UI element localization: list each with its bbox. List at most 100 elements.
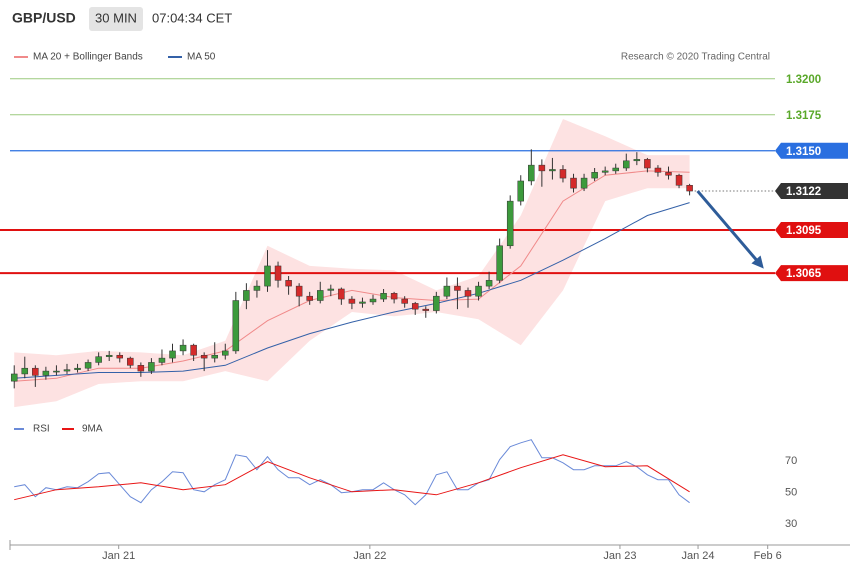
candle-body (211, 354, 218, 359)
indicator-line (14, 454, 690, 501)
x-tick-label: Jan 21 (102, 550, 135, 562)
candle-body (42, 370, 50, 376)
candle-body (623, 160, 630, 169)
candle-body (686, 185, 693, 192)
candle-body (485, 280, 493, 287)
candle-body (179, 344, 187, 352)
candle-body (665, 172, 672, 176)
legend-label: 9MA (82, 424, 103, 435)
candle-body (601, 170, 609, 173)
candle-body (158, 357, 166, 363)
candle-body (253, 285, 261, 291)
candle-body (559, 169, 567, 179)
candle-body (612, 167, 619, 172)
indicator-line (14, 439, 690, 506)
candle-body (433, 295, 440, 311)
candle-body (21, 367, 29, 375)
candle-body (454, 285, 461, 291)
candle-body (74, 367, 81, 370)
level-badge (775, 221, 848, 238)
candle-body (549, 169, 556, 172)
candle-body (464, 290, 472, 297)
candle-body (591, 172, 598, 179)
level-label: 1.3200 (786, 74, 821, 86)
level-badge (775, 183, 848, 200)
x-tick-label: Feb 6 (754, 550, 782, 562)
candle-body (264, 265, 271, 287)
y-tick-label: 70 (785, 455, 797, 467)
candle-body (53, 370, 60, 373)
candle-body (538, 164, 546, 172)
legend-label: MA 50 (187, 52, 216, 63)
candle-body (369, 298, 377, 303)
forecast-arrow (696, 190, 762, 265)
legend-label: RSI (33, 424, 50, 435)
symbol: GBP/USD (12, 10, 76, 26)
candle-body (200, 354, 208, 359)
candle-body (327, 288, 335, 291)
candle-body (285, 280, 292, 287)
moving-average (14, 202, 690, 379)
candle-body (306, 295, 313, 301)
candle-body (675, 174, 683, 186)
candle-body (422, 308, 430, 311)
candle-body (190, 344, 197, 356)
candle-body (443, 285, 451, 297)
level-label: 1.3065 (786, 268, 822, 280)
candle-body (32, 367, 39, 376)
level-label: 1.3175 (786, 110, 822, 122)
candle-body (116, 354, 123, 359)
candle-body (137, 365, 145, 372)
candle-body (232, 300, 240, 352)
candle-body (317, 290, 324, 301)
candle-body (401, 298, 408, 304)
level-badge (775, 265, 848, 282)
interval[interactable]: 30 MIN (95, 10, 137, 25)
candle-body (169, 350, 176, 359)
plot: 1.3200 1.3175 1.3150 1.3122 1.3095 1.3065 30 50… (0, 74, 850, 562)
interval-box[interactable] (89, 7, 143, 31)
candle-body (517, 180, 525, 202)
x-tick-label: Jan 24 (682, 550, 715, 562)
candle-body (338, 288, 345, 300)
candle-body (359, 301, 366, 304)
timestamp: 07:04:34 CET (152, 10, 232, 25)
candle-body (243, 290, 250, 301)
candle-body (506, 200, 514, 247)
candle-body (348, 298, 356, 304)
candle-body (95, 356, 102, 363)
candle-body (63, 369, 71, 372)
level-label: 1.3122 (786, 186, 821, 198)
candle-body (570, 177, 577, 189)
candle-body (411, 303, 419, 310)
candle-body (105, 354, 113, 357)
candle-body (380, 293, 387, 300)
candle-body (654, 167, 662, 173)
candle-body (295, 285, 303, 297)
candle-body (633, 159, 641, 162)
candle-body (580, 177, 588, 189)
candle-body (222, 350, 229, 356)
legend-label: MA 20 + Bollinger Bands (33, 52, 143, 63)
candle-body (644, 159, 651, 169)
level-badge (775, 142, 848, 159)
candle-body (475, 285, 482, 297)
y-tick-label: 30 (785, 518, 797, 530)
candle-body (10, 373, 18, 382)
bollinger-band (14, 119, 690, 408)
candle-body (148, 362, 155, 372)
level-label: 1.3095 (786, 225, 822, 237)
x-tick-label: Jan 23 (603, 550, 636, 562)
candle-body (84, 362, 92, 369)
forecast-arrowhead (751, 255, 764, 269)
credit: Research © 2020 Trading Central (621, 52, 770, 63)
level-label: 1.3150 (786, 146, 821, 158)
x-tick-label: Jan 22 (353, 550, 386, 562)
y-tick-label: 50 (785, 487, 797, 499)
moving-average (14, 170, 690, 382)
candle-body (127, 357, 134, 366)
candle-body (528, 164, 535, 182)
candle-body (274, 265, 282, 281)
candle-body (496, 245, 503, 281)
